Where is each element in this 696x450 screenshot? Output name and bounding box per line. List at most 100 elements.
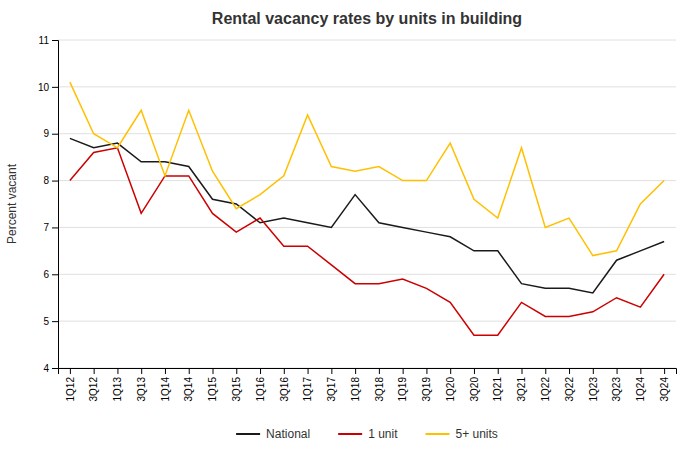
x-tick: 3Q21 [516, 368, 527, 401]
x-tick-label: 3Q13 [136, 377, 147, 402]
y-tick: 7 [43, 222, 58, 233]
x-tick-label: 3Q22 [564, 377, 575, 402]
x-tick-label: 1Q22 [540, 377, 551, 402]
y-tick-mark [52, 274, 58, 275]
grid-line [58, 180, 676, 181]
x-tick: 3Q16 [279, 368, 290, 401]
x-tick: 3Q20 [469, 368, 480, 401]
y-tick-mark [52, 87, 58, 88]
grid-line [58, 86, 676, 87]
legend-swatch [426, 433, 450, 435]
x-tick-label: 3Q21 [516, 377, 527, 402]
legend-item: 5+ units [426, 427, 498, 441]
x-tick-label: 1Q14 [160, 377, 171, 402]
x-tick-mark [426, 368, 427, 374]
x-tick: 1Q18 [350, 368, 361, 401]
x-tick: 1Q13 [112, 368, 123, 401]
x-tick-mark [545, 368, 546, 374]
x-tick-mark [308, 368, 309, 374]
y-tick: 9 [43, 128, 58, 139]
x-tick-mark [498, 368, 499, 374]
x-axis-line [59, 369, 677, 375]
series-line [70, 148, 664, 335]
x-tick-mark [522, 368, 523, 374]
legend-label: National [266, 427, 310, 441]
x-tick: 3Q19 [421, 368, 432, 401]
x-tick-mark [284, 368, 285, 374]
x-tick-label: 1Q19 [397, 377, 408, 402]
x-tick-label: 3Q19 [421, 377, 432, 402]
x-tick: 3Q14 [183, 368, 194, 401]
grid-line [58, 227, 676, 228]
y-tick: 5 [43, 316, 58, 327]
y-tick-mark [52, 227, 58, 228]
y-axis-line [52, 41, 59, 369]
series-line [70, 82, 664, 255]
y-tick: 11 [39, 35, 58, 46]
x-tick: 1Q23 [588, 368, 599, 401]
title: Rental vacancy rates by units in buildin… [212, 10, 522, 27]
x-tick-label: 1Q18 [350, 377, 361, 402]
x-tick: 3Q18 [374, 368, 385, 401]
x-tick-mark [640, 368, 641, 374]
y-tick-mark [52, 181, 58, 182]
x-tick-label: 1Q24 [635, 377, 646, 402]
x-tick-mark [664, 368, 665, 374]
x-tick-label: 3Q17 [326, 377, 337, 402]
x-tick: 3Q23 [611, 368, 622, 401]
x-tick: 3Q22 [564, 368, 575, 401]
x-tick: 1Q12 [65, 368, 76, 401]
y-tick-mark [52, 40, 58, 41]
x-tick-label: 3Q16 [279, 377, 290, 402]
x-tick-mark [593, 368, 594, 374]
y-axis: 4 5 6 7 8 9 10 11 [38, 35, 59, 374]
y-tick: 8 [43, 175, 58, 186]
x-tick: 1Q20 [445, 368, 456, 401]
legend-item: 1 unit [338, 427, 398, 441]
x-tick-mark [403, 368, 404, 374]
x-tick: 1Q16 [255, 368, 266, 401]
x-tick: 1Q19 [397, 368, 408, 401]
x-tick: 3Q17 [326, 368, 337, 401]
y-tick-label: 5 [43, 316, 49, 327]
y-tick-label: 6 [43, 269, 49, 280]
x-tick: 1Q21 [492, 368, 503, 401]
grid-line [58, 321, 676, 322]
grid-line [58, 133, 676, 134]
x-tick-mark [331, 368, 332, 374]
x-tick-mark [165, 368, 166, 374]
x-tick-mark [141, 368, 142, 374]
x-tick-mark [617, 368, 618, 374]
x-tick-mark [474, 368, 475, 374]
y-tick-label: 8 [43, 175, 49, 186]
x-tick-mark [379, 368, 380, 374]
legend: National 1 unit 5+ units [236, 427, 498, 441]
x-tick-label: 3Q18 [374, 377, 385, 402]
x-tick-mark [260, 368, 261, 374]
legend-item: National [236, 427, 310, 441]
x-tick-label: 1Q21 [492, 377, 503, 402]
x-tick-label: 3Q12 [88, 377, 99, 402]
y-tick-label: 11 [39, 35, 50, 46]
y-tick: 4 [43, 363, 58, 374]
lines [70, 82, 664, 335]
y-tick-label: 7 [43, 222, 49, 233]
x-tick-label: 1Q17 [302, 377, 313, 402]
x-tick: 1Q17 [302, 368, 313, 401]
x-tick-label: 1Q20 [445, 377, 456, 402]
x-tick: 1Q22 [540, 368, 551, 401]
x-tick-mark [189, 368, 190, 374]
y-tick-label: 10 [38, 82, 50, 93]
x-tick: 3Q13 [136, 368, 147, 401]
x-tick-mark [569, 368, 570, 374]
y-tick-mark [52, 134, 58, 135]
x-tick-label: 3Q24 [659, 377, 670, 402]
x-tick: 1Q15 [207, 368, 218, 401]
x-tick-mark [70, 368, 71, 374]
grid [58, 40, 676, 368]
x-tick-mark [355, 368, 356, 374]
legend-swatch [338, 433, 362, 435]
x-tick-mark [213, 368, 214, 374]
x-tick: 3Q15 [231, 368, 242, 401]
x-tick-label: 1Q12 [65, 377, 76, 402]
